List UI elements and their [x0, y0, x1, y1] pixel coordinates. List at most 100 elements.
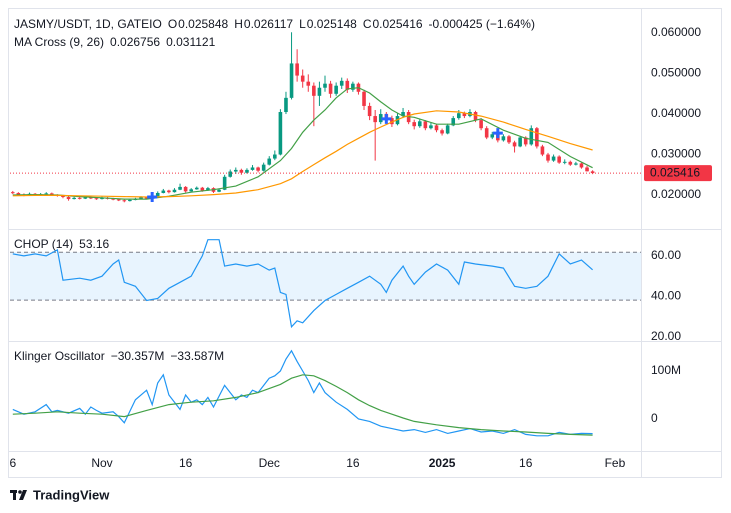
legend-text: MA Cross (9, 26) — [14, 35, 104, 49]
candle-body — [373, 116, 377, 123]
candle-body — [334, 85, 338, 94]
legend-text: 0.031121 — [166, 35, 215, 49]
candle-body — [256, 167, 260, 171]
cross-marker — [492, 128, 503, 139]
candle-body — [512, 142, 517, 147]
candle-body — [501, 136, 506, 141]
cross-marker — [147, 192, 158, 203]
y-tick-label: 0 — [651, 411, 658, 425]
candle-body — [61, 195, 65, 198]
candle-body — [116, 199, 121, 201]
candle-body — [323, 83, 327, 88]
candle-body — [312, 85, 316, 96]
candle-body — [155, 192, 160, 197]
legend-text: L — [299, 17, 306, 31]
candle-body — [144, 197, 149, 199]
legend-text: Klinger Oscillator — [14, 349, 105, 363]
logo — [10, 490, 27, 500]
candle-body — [479, 120, 483, 129]
legend-text: 53.16 — [79, 237, 109, 251]
candle-body — [273, 154, 277, 159]
candle-body — [535, 128, 539, 147]
candle-body — [172, 189, 177, 193]
candle-body — [239, 169, 244, 173]
candle-body — [523, 137, 528, 145]
last-price-label: 0.025416 — [650, 165, 700, 179]
candle-body — [89, 197, 93, 199]
x-tick-label: 16 — [179, 456, 193, 470]
indicator-line — [12, 374, 593, 436]
candle-body — [390, 118, 394, 125]
candle-body — [167, 190, 171, 193]
y-tick-label: 0.060000 — [651, 25, 701, 39]
candle-body — [306, 81, 311, 86]
candle-body — [206, 188, 210, 191]
candle-body — [585, 167, 589, 172]
candle-body — [72, 197, 76, 200]
candle-body — [50, 193, 54, 196]
candle-body — [362, 91, 366, 106]
candle-body — [161, 190, 166, 193]
legend-text: -0.000425 (−1.64%) — [429, 17, 535, 31]
indicator-line — [12, 110, 593, 198]
candle-body — [473, 112, 478, 121]
y-tick-label: 20.00 — [651, 329, 681, 343]
legend-text: C — [363, 17, 372, 31]
candle-body — [451, 118, 456, 126]
candle-body — [183, 186, 188, 192]
legend-text: 0.025416 — [372, 17, 422, 31]
candle-body — [429, 125, 433, 129]
candle-body — [345, 80, 350, 90]
legend-text: H — [234, 17, 243, 31]
indicator-line — [12, 349, 593, 437]
candle-body — [200, 187, 205, 191]
candle-body — [83, 197, 88, 199]
x-tick-label: 6 — [9, 456, 16, 470]
candle-body — [66, 197, 71, 200]
candle-body — [189, 189, 193, 192]
candle-body — [295, 63, 299, 76]
candle-body — [77, 197, 82, 199]
legend-text: 0.026756 — [110, 35, 160, 49]
candle-body — [317, 87, 322, 96]
candle-body — [440, 130, 444, 134]
candle-body — [546, 154, 550, 161]
legend-text: 0.026117 — [244, 17, 293, 31]
x-tick-label: Feb — [605, 456, 626, 470]
candle-body — [289, 63, 294, 98]
legend-text: 0.025148 — [307, 17, 357, 31]
candle-body — [423, 121, 428, 129]
candle-body — [378, 114, 383, 123]
candle-body — [16, 192, 21, 195]
candle-body — [44, 193, 49, 195]
y-tick-label: 60.00 — [651, 248, 681, 262]
y-tick-label: 0.040000 — [651, 106, 701, 120]
y-tick-label: 0.020000 — [651, 187, 701, 201]
candle-body — [412, 122, 417, 127]
candle-body — [122, 200, 127, 202]
candle-body — [284, 97, 288, 113]
candle-body — [529, 128, 534, 145]
indicator-line — [12, 239, 593, 329]
candle-body — [178, 186, 182, 190]
candle-body — [507, 136, 511, 143]
candle-body — [111, 198, 115, 200]
candle-body — [351, 83, 355, 90]
logo-part — [19, 490, 27, 500]
candle-body — [518, 137, 522, 147]
candle-body — [228, 171, 233, 177]
legend-text: JASMY/USDT, 1D, GATEIO — [14, 17, 162, 31]
candle-body — [490, 134, 495, 138]
x-tick-label: Nov — [91, 456, 112, 470]
x-tick-label: 16 — [519, 456, 533, 470]
candle-body — [222, 176, 227, 190]
x-tick-label: 2025 — [429, 456, 456, 470]
candle-body — [434, 125, 439, 131]
candle-body — [551, 156, 556, 161]
candle-body — [278, 112, 283, 155]
candle-body — [417, 121, 422, 127]
candle-body — [579, 163, 584, 168]
candle-body — [245, 169, 249, 173]
candle-body — [100, 197, 104, 200]
